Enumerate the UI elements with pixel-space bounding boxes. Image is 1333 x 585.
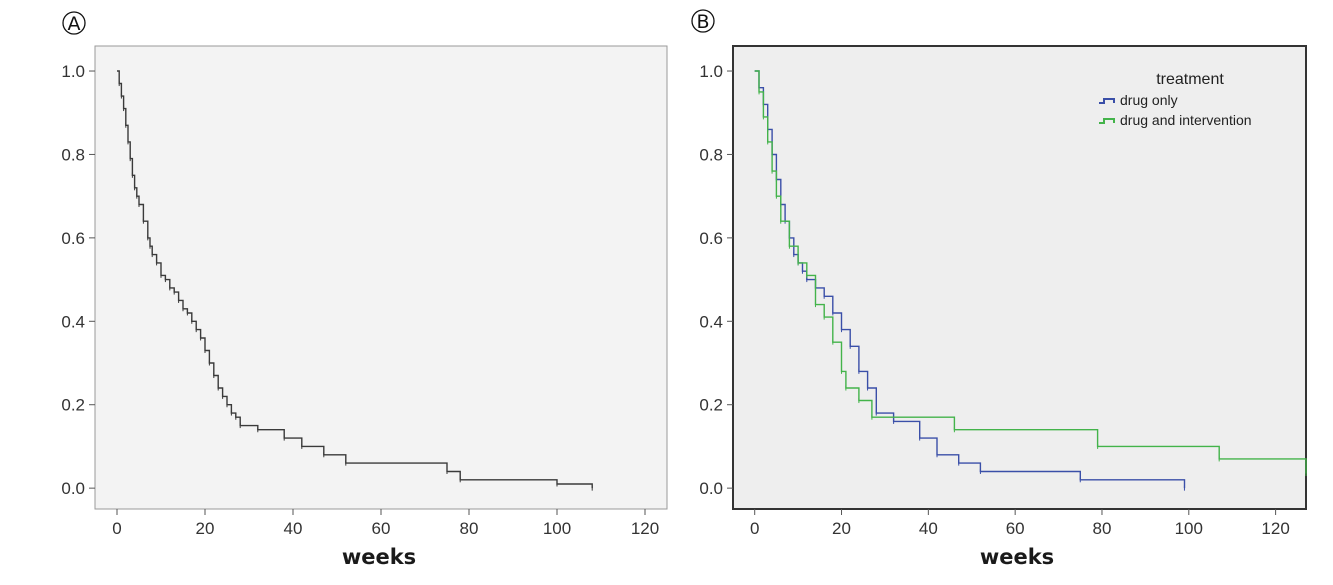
panel-b-letter-circle <box>691 9 715 33</box>
panel-a-x-tick-label: 120 <box>631 519 659 538</box>
panel-b-letter: B <box>696 11 709 33</box>
panel-a-chart: A 0.0 0.2 0.4 0.6 0.8 1.0 0 20 40 60 80 100 120 wee… <box>61 11 668 569</box>
panel-a-y-axis: 0.0 0.2 0.4 0.6 0.8 1.0 <box>61 62 95 498</box>
panel-b-x-tick-label: 0 <box>750 519 759 538</box>
panel-b-chart: B 0.0 0.2 0.4 0.6 0.8 1.0 0 20 40 60 80 100 120 wee… <box>691 9 1307 569</box>
panel-b-x-tick-label: 80 <box>1093 519 1112 538</box>
legend-label-drug-only: drug only <box>1120 92 1178 108</box>
panel-b-x-tick-label: 40 <box>919 519 938 538</box>
panel-b-x-tick-label: 60 <box>1006 519 1025 538</box>
panel-a-letter-circle <box>62 11 86 35</box>
panel-a-y-tick-label: 0.2 <box>61 396 85 415</box>
panel-a-plot-area <box>94 45 668 510</box>
legend-title: treatment <box>1156 71 1224 88</box>
panel-b-x-axis-label: weeks <box>980 545 1054 569</box>
panel-a-x-tick-label: 40 <box>284 519 303 538</box>
legend-swatch-drug-and-intervention <box>1099 118 1115 124</box>
legend-item-drug-and-intervention: drug and intervention <box>1099 112 1252 128</box>
panel-b-y-axis: 0.0 0.2 0.4 0.6 0.8 1.0 <box>699 62 733 498</box>
panel-a-letter: A <box>68 13 81 35</box>
panel-b-x-tick-label: 120 <box>1261 519 1289 538</box>
panel-a-y-tick-label: 0.4 <box>61 312 85 331</box>
panel-b-y-tick-label: 0.4 <box>699 312 723 331</box>
panel-b-legend: treatment drug only drug and interventio… <box>1099 71 1252 128</box>
panel-a-x-tick-label: 0 <box>112 519 121 538</box>
panel-a-x-axis: 0 20 40 60 80 100 120 <box>112 509 659 538</box>
panel-a-y-tick-label: 0.6 <box>61 229 85 248</box>
panel-b-y-tick-label: 1.0 <box>699 62 723 81</box>
panel-a-x-axis-label: weeks <box>342 545 416 569</box>
panel-b-x-axis: 0 20 40 60 80 100 120 <box>750 509 1290 538</box>
panel-a-x-tick-label: 100 <box>543 519 571 538</box>
legend-swatch-drug-only <box>1099 98 1115 104</box>
legend-item-drug-only: drug only <box>1099 92 1178 108</box>
panel-a-x-tick-label: 80 <box>460 519 479 538</box>
legend-label-drug-and-intervention: drug and intervention <box>1120 112 1252 128</box>
panel-b-y-tick-label: 0.6 <box>699 229 723 248</box>
panel-a-y-tick-label: 1.0 <box>61 62 85 81</box>
panel-b-y-tick-label: 0.0 <box>699 479 723 498</box>
panel-a-series-layer <box>117 70 593 491</box>
panel-b-y-tick-label: 0.8 <box>699 145 723 164</box>
panel-b-series-drug-only <box>754 70 1186 489</box>
panel-b-plot-area <box>732 45 1307 510</box>
panel-b-x-tick-label: 100 <box>1175 519 1203 538</box>
panel-b-series-layer <box>754 70 1307 491</box>
panel-a-y-tick-label: 0.0 <box>61 479 85 498</box>
panel-a-x-tick-label: 20 <box>196 519 215 538</box>
panel-b-y-tick-label: 0.2 <box>699 396 723 415</box>
panel-a-x-tick-label: 60 <box>372 519 391 538</box>
panel-a-y-tick-label: 0.8 <box>61 145 85 164</box>
panel-a-series-survival <box>117 70 593 489</box>
panel-b-x-tick-label: 20 <box>832 519 851 538</box>
